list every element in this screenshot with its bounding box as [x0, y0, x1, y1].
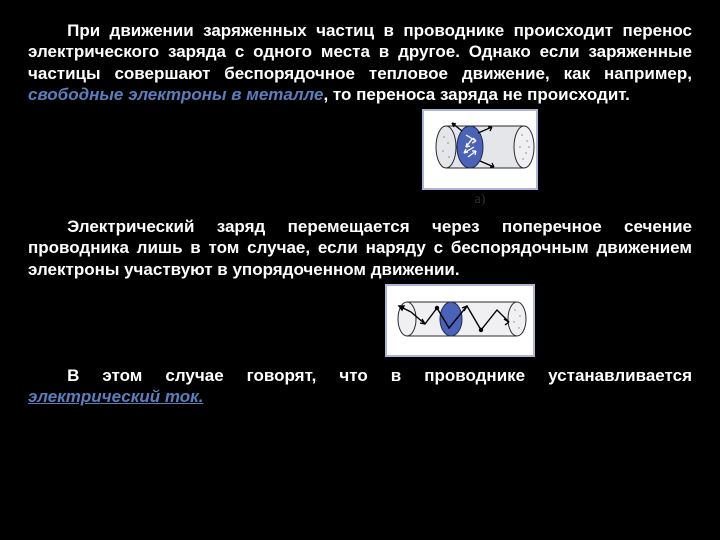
figure-2-row	[28, 284, 692, 357]
figure-1-row: а)	[28, 109, 692, 208]
figure-1-caption: а)	[422, 192, 538, 208]
figure-1	[422, 109, 538, 190]
paragraph-1: При движении заряженных частиц в проводн…	[28, 20, 692, 105]
paragraph-3: В этом случае говорят, что в проводнике …	[28, 365, 692, 408]
p1-text-b: , то переноса заряда не происходит.	[323, 85, 629, 104]
figure-2	[385, 284, 535, 357]
electric-current-link[interactable]: электрический ток.	[28, 387, 203, 406]
p1-emphasis: свободные электроны в металле	[28, 85, 323, 104]
cylinder-random-icon	[426, 113, 536, 181]
paragraph-2: Электрический заряд перемещается через п…	[28, 216, 692, 280]
slide: При движении заряженных частиц в проводн…	[0, 0, 720, 540]
p3-text-a: В этом случае говорят, что в проводнике …	[67, 366, 692, 385]
cylinder-ordered-icon	[389, 288, 533, 348]
p1-text-a: При движении заряженных частиц в проводн…	[28, 21, 692, 83]
